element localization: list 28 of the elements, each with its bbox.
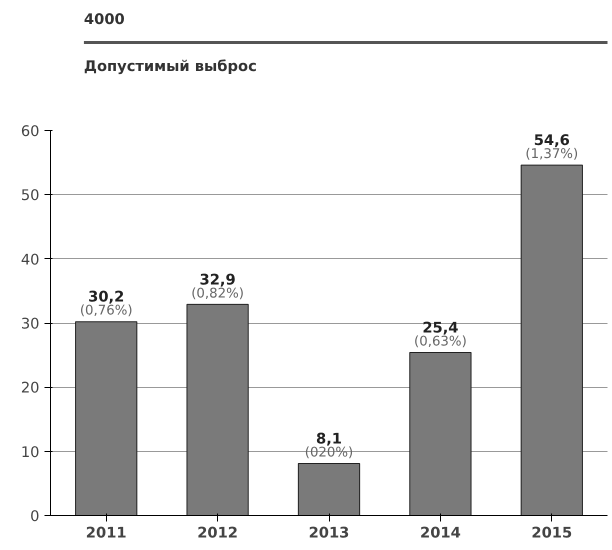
x-tick-label: 2012 [197,524,238,542]
y-tick-label: 60 [20,123,40,140]
bar [298,463,360,516]
y-tick-label: 30 [20,316,40,332]
y-tick-label: 0 [30,508,40,525]
data-label: 8,1 [316,430,342,448]
x-tick-label: 2013 [308,524,350,542]
annotation: (0,63%) [414,334,467,350]
data-label: 25,4 [422,320,458,337]
annotation: (1,37%) [525,147,578,162]
y-tick-label: 20 [20,380,40,397]
annotation: (0,82%) [191,286,244,302]
x-tick-label: 2014 [420,524,461,542]
text: 4000 [84,11,125,28]
bar [75,321,138,516]
y-tick-label: 40 [20,251,40,268]
x-tick-label: 2015 [531,524,572,542]
x-tick-label: 2011 [86,524,127,542]
y-tick-label: 10 [20,444,40,461]
data-label: 30,2 [88,288,124,306]
annotation: (0,76%) [80,304,133,319]
y-tick-label: 50 [20,187,40,204]
bar [409,352,472,516]
data-label: 54,6 [534,132,570,150]
text: Допустимый выброс [84,58,257,75]
bar [186,304,249,516]
bar [520,164,583,516]
data-label: 32,9 [200,271,236,288]
